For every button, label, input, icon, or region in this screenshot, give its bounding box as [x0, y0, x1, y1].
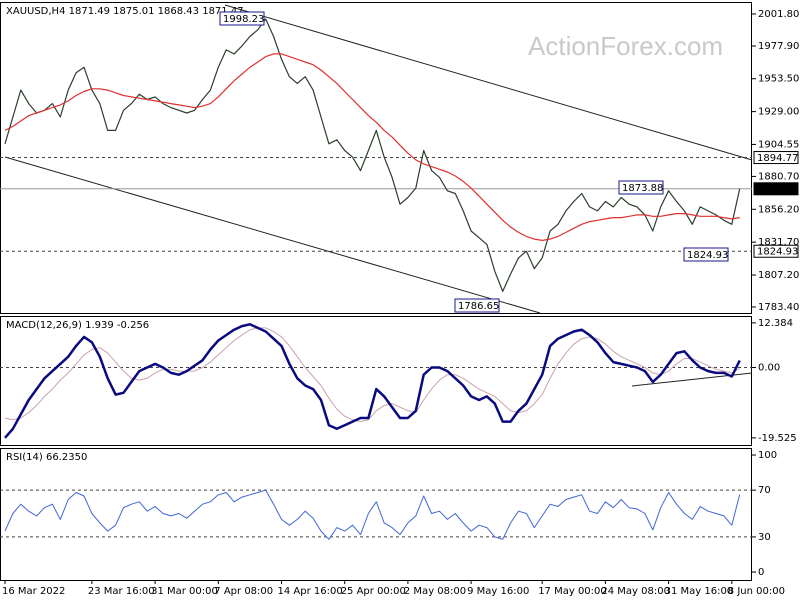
y-tick-label: 1880.70 [758, 171, 799, 182]
y-tick-label: 70 [758, 485, 771, 496]
x-tick-label: 16 Mar 2022 [2, 586, 65, 597]
macd-panel [0, 316, 752, 446]
y-tick-label: 1807.20 [758, 270, 799, 281]
annotation-box [454, 298, 500, 313]
y-tick-label: 0 [758, 567, 764, 578]
y-tick-label: 2001.80 [758, 9, 799, 20]
annotation: 1786.65 [458, 301, 499, 312]
watermark: ActionForex.com [528, 31, 723, 61]
annotation-box [618, 180, 664, 195]
level-box [753, 182, 799, 196]
level-box [753, 151, 799, 165]
y-tick-label: 100 [758, 450, 777, 461]
y-tick-label: 1856.20 [758, 204, 799, 215]
annotation-box [683, 247, 729, 262]
y-tick-label: 1929.00 [758, 107, 799, 118]
level-label: 1824.93 [757, 247, 798, 258]
series-line [4, 18, 741, 292]
annotation-box [219, 11, 265, 26]
y-tick-label: 1977.90 [758, 41, 799, 52]
channel-upper [224, 4, 753, 161]
x-tick-label: 17 May 00:00 [538, 586, 607, 597]
level-label: 1894.77 [757, 153, 798, 164]
rsi-title: RSI(14) 66.2350 [6, 452, 87, 463]
price-title: XAUUSD,H4 1871.49 1875.01 1868.43 1871.4… [6, 6, 244, 17]
x-tick-label: 31 Mar 00:00 [151, 586, 218, 597]
annotation: 1824.93 [687, 250, 728, 261]
x-tick-label: 31 May 16:00 [665, 586, 734, 597]
macd-title: MACD(12,26,9) 1.939 -0.256 [6, 320, 149, 331]
rsi-panel [0, 448, 752, 581]
y-tick-label: 1953.50 [758, 74, 799, 85]
y-tick-label: 1831.70 [758, 237, 799, 248]
y-tick-label: 12.384 [758, 318, 793, 329]
x-tick-label: 7 Apr 08:00 [214, 586, 273, 597]
x-tick-label: 8 Jun 00:00 [728, 586, 785, 597]
x-tick-label: 9 May 16:00 [467, 586, 529, 597]
x-tick-label: 24 May 08:00 [601, 586, 670, 597]
series-line [4, 323, 741, 439]
y-tick-label: -19.525 [758, 433, 797, 444]
y-tick-label: 1904.55 [758, 139, 799, 150]
level-box [753, 244, 799, 258]
level-label: 1871.47 [757, 184, 798, 195]
series-line [4, 327, 740, 423]
annotation: 1998.23 [223, 14, 264, 25]
y-tick-label: 1783.40 [758, 302, 799, 313]
channel-lower [4, 156, 541, 314]
x-tick-label: 14 Apr 16:00 [278, 586, 343, 597]
series-line [4, 53, 740, 241]
y-tick-label: 30 [758, 532, 771, 543]
annotation: 1873.88 [622, 183, 663, 194]
x-tick-label: 2 May 08:00 [404, 586, 466, 597]
y-tick-label: 0.00 [758, 363, 780, 374]
x-tick-label: 25 Apr 00:00 [341, 586, 406, 597]
x-tick-label: 23 Mar 16:00 [88, 586, 155, 597]
series-line [4, 489, 741, 540]
